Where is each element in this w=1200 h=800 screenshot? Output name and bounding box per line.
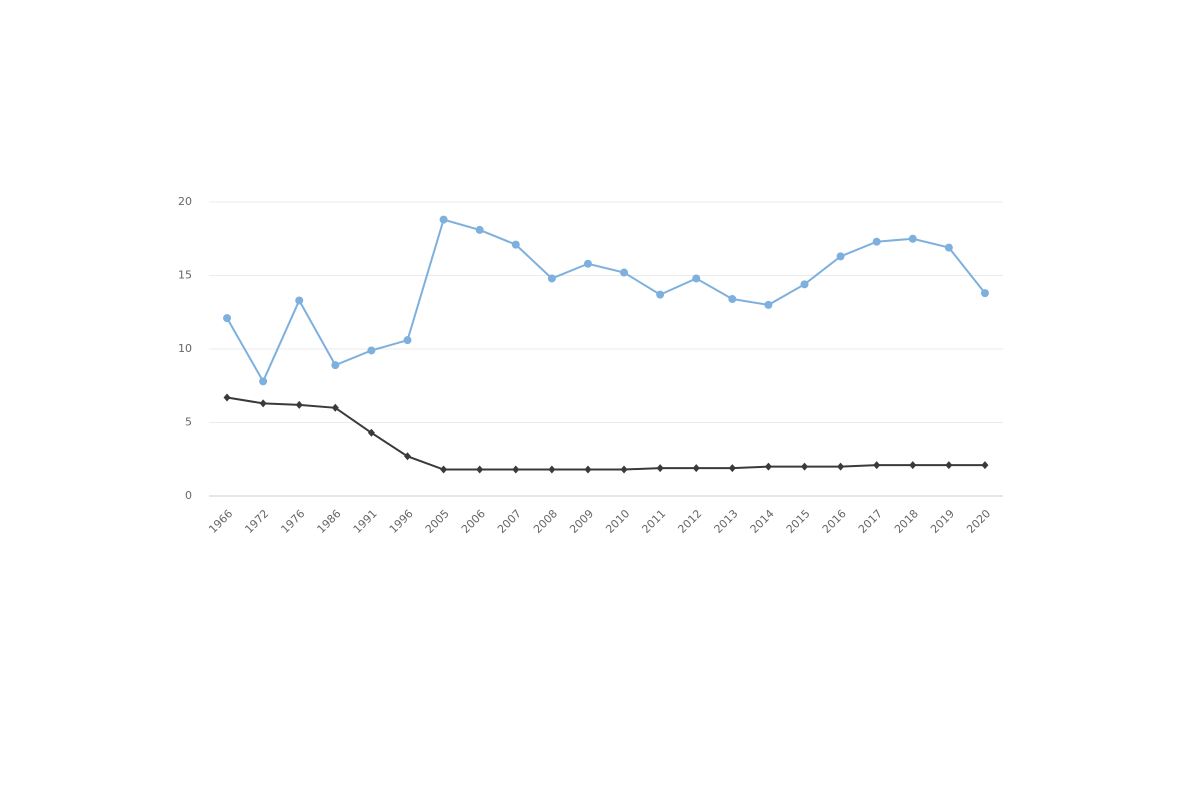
point — [475, 225, 484, 234]
point — [259, 399, 267, 408]
x-tick-label: 2017 — [856, 507, 885, 536]
x-tick-label: 2009 — [567, 507, 596, 536]
point — [764, 300, 773, 309]
point — [223, 314, 232, 323]
x-tick-label: 2020 — [964, 507, 993, 536]
point — [945, 461, 953, 470]
point — [367, 346, 376, 355]
y-tick-label: 15 — [178, 269, 192, 282]
y-tick-label: 10 — [178, 342, 192, 355]
y-tick-label: 20 — [178, 195, 192, 208]
point — [440, 465, 448, 474]
x-tick-label: 2008 — [531, 507, 560, 536]
point — [656, 464, 664, 473]
series-line — [226, 396, 985, 471]
series-line — [226, 218, 986, 384]
x-tick-label: 1991 — [351, 507, 380, 536]
point — [801, 462, 808, 471]
x-tick-label: 2011 — [639, 507, 668, 536]
point — [728, 464, 736, 473]
point — [223, 393, 231, 402]
x-tick-label: 1996 — [387, 507, 416, 536]
x-tick-label: 2019 — [928, 507, 957, 536]
point — [728, 295, 737, 304]
point — [367, 428, 375, 437]
point — [295, 296, 304, 305]
x-tick-label: 1986 — [315, 507, 344, 536]
point — [656, 290, 665, 299]
point — [692, 464, 700, 473]
x-tick-label: 2012 — [675, 507, 704, 536]
y-tick-label: 0 — [185, 489, 192, 502]
point — [548, 465, 556, 474]
x-tick-label: 2005 — [423, 507, 452, 536]
point — [981, 461, 989, 470]
x-tick-label: 1972 — [242, 507, 271, 536]
x-tick-label: 2014 — [748, 507, 777, 536]
point — [908, 234, 917, 243]
x-tick-label: 2007 — [495, 507, 524, 536]
point — [547, 274, 556, 283]
point — [980, 289, 989, 298]
point — [404, 452, 411, 461]
point — [476, 465, 484, 474]
point — [584, 465, 592, 474]
point — [295, 400, 303, 409]
point — [909, 461, 917, 470]
point — [800, 280, 809, 289]
y-tick-label: 5 — [185, 416, 192, 429]
x-tick-label: 1966 — [206, 507, 235, 536]
point — [512, 465, 520, 474]
point — [620, 465, 628, 474]
x-tick-label: 2006 — [459, 507, 488, 536]
point — [836, 252, 845, 261]
x-tick-label: 1976 — [278, 507, 307, 536]
point — [872, 237, 881, 246]
point — [511, 240, 520, 249]
point — [873, 461, 881, 470]
point — [944, 243, 953, 252]
point — [620, 268, 629, 277]
point — [331, 361, 340, 370]
point — [837, 462, 845, 471]
x-tick-label: 2015 — [784, 507, 813, 536]
point — [439, 215, 448, 224]
point — [692, 274, 701, 283]
point — [583, 259, 592, 268]
x-tick-label: 2016 — [820, 507, 849, 536]
point — [764, 462, 772, 471]
x-tick-label: 2010 — [603, 507, 632, 536]
point — [331, 403, 339, 412]
x-tick-label: 2013 — [712, 507, 741, 536]
x-tick-label: 2018 — [892, 507, 921, 536]
point — [403, 336, 412, 345]
point — [259, 377, 268, 386]
